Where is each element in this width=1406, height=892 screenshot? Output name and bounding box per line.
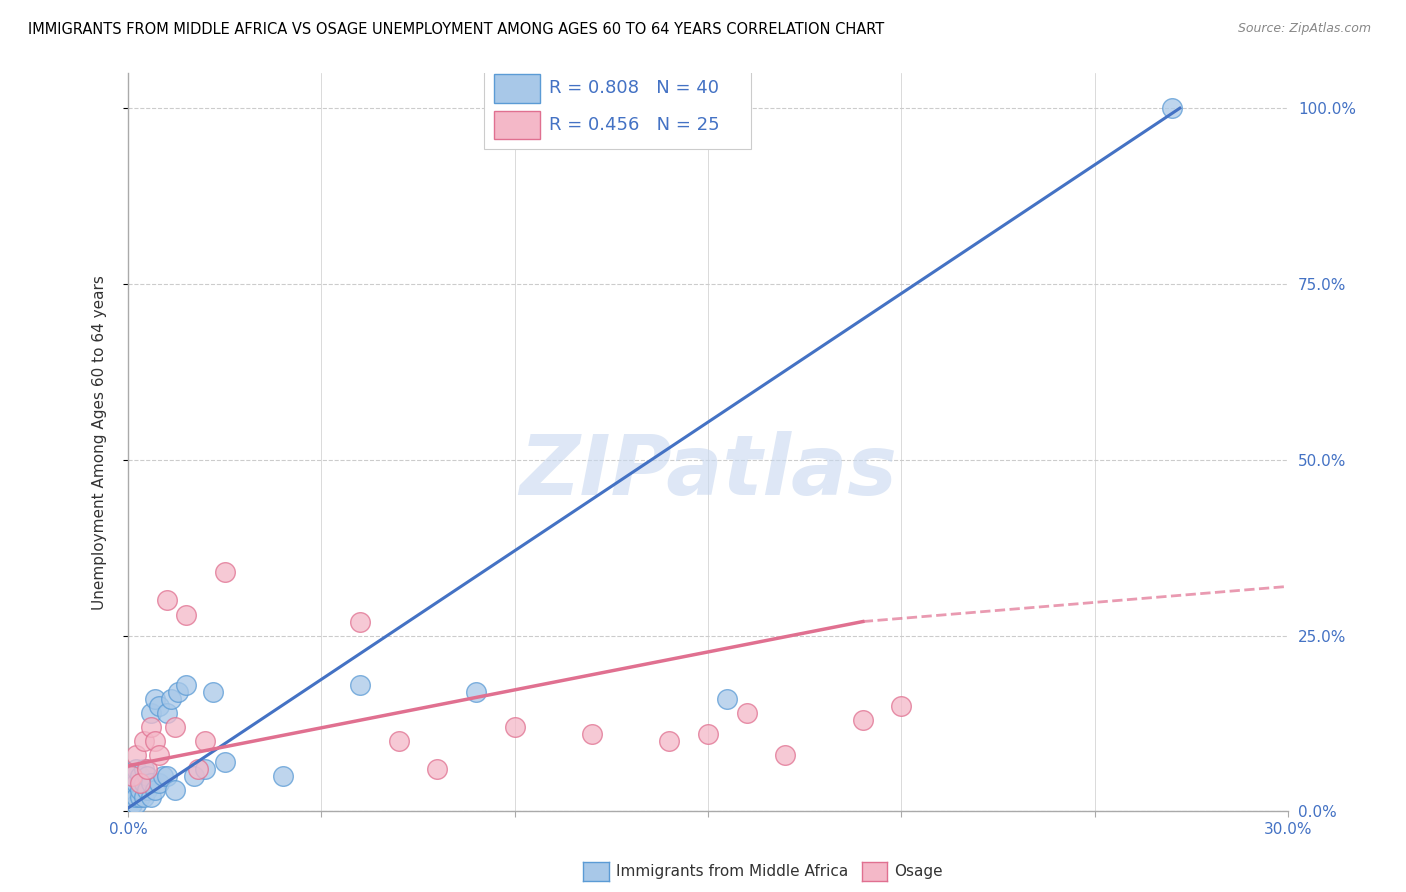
Point (194, 762, 217, 776)
Point (121, 769, 143, 783)
Point (125, 790, 148, 805)
Point (132, 734, 155, 748)
Point (152, 769, 174, 783)
Point (143, 783, 166, 797)
Point (465, 685, 488, 699)
Text: Osage: Osage (894, 864, 943, 879)
Point (143, 692, 166, 706)
Point (148, 698, 170, 713)
Text: R = 0.456   N = 25: R = 0.456 N = 25 (550, 117, 720, 135)
Point (174, 678, 197, 692)
Point (388, 734, 411, 748)
Point (121, 797, 143, 812)
Point (141, 790, 163, 805)
Point (194, 734, 217, 748)
Point (163, 720, 186, 734)
Point (202, 685, 225, 699)
Point (141, 776, 163, 790)
Point (716, 692, 738, 706)
Point (581, 727, 603, 741)
Point (125, 748, 148, 763)
Point (148, 748, 170, 763)
Point (187, 762, 209, 776)
Point (132, 790, 155, 805)
Point (132, 762, 155, 776)
Text: Immigrants from Middle Africa: Immigrants from Middle Africa (616, 864, 848, 879)
Point (174, 607, 197, 622)
Point (890, 698, 912, 713)
Point (121, 769, 143, 783)
Point (128, 776, 150, 790)
Point (503, 720, 526, 734)
Point (128, 790, 150, 805)
Point (697, 727, 720, 741)
Point (1161, 101, 1184, 115)
Point (125, 776, 148, 790)
Point (121, 776, 143, 790)
Point (163, 783, 186, 797)
Point (775, 748, 797, 763)
Point (658, 734, 681, 748)
Point (125, 797, 148, 812)
FancyBboxPatch shape (494, 112, 540, 139)
Point (183, 769, 205, 783)
Point (271, 769, 294, 783)
Point (132, 776, 155, 790)
Text: ZIPatlas: ZIPatlas (519, 431, 897, 512)
Point (128, 783, 150, 797)
Point (159, 692, 181, 706)
Point (349, 615, 371, 629)
FancyBboxPatch shape (494, 74, 540, 103)
Point (121, 783, 143, 797)
Point (156, 593, 179, 607)
Y-axis label: Unemployment Among Ages 60 to 64 years: Unemployment Among Ages 60 to 64 years (93, 275, 107, 609)
Text: Source: ZipAtlas.com: Source: ZipAtlas.com (1237, 22, 1371, 36)
Point (167, 685, 190, 699)
Point (148, 776, 170, 790)
Point (852, 713, 875, 727)
Point (156, 769, 179, 783)
Text: R = 0.808   N = 40: R = 0.808 N = 40 (550, 78, 720, 96)
Point (136, 769, 159, 783)
Point (214, 566, 236, 580)
FancyBboxPatch shape (484, 64, 751, 149)
Point (141, 720, 163, 734)
Point (214, 755, 236, 769)
Point (143, 734, 166, 748)
Point (735, 706, 758, 720)
Point (128, 769, 150, 783)
Point (136, 762, 159, 776)
Point (125, 762, 148, 776)
Point (156, 706, 179, 720)
Point (426, 762, 449, 776)
Text: IMMIGRANTS FROM MIDDLE AFRICA VS OSAGE UNEMPLOYMENT AMONG AGES 60 TO 64 YEARS CO: IMMIGRANTS FROM MIDDLE AFRICA VS OSAGE U… (28, 22, 884, 37)
Point (136, 783, 159, 797)
Point (141, 706, 163, 720)
Point (349, 678, 371, 692)
Point (121, 790, 143, 805)
